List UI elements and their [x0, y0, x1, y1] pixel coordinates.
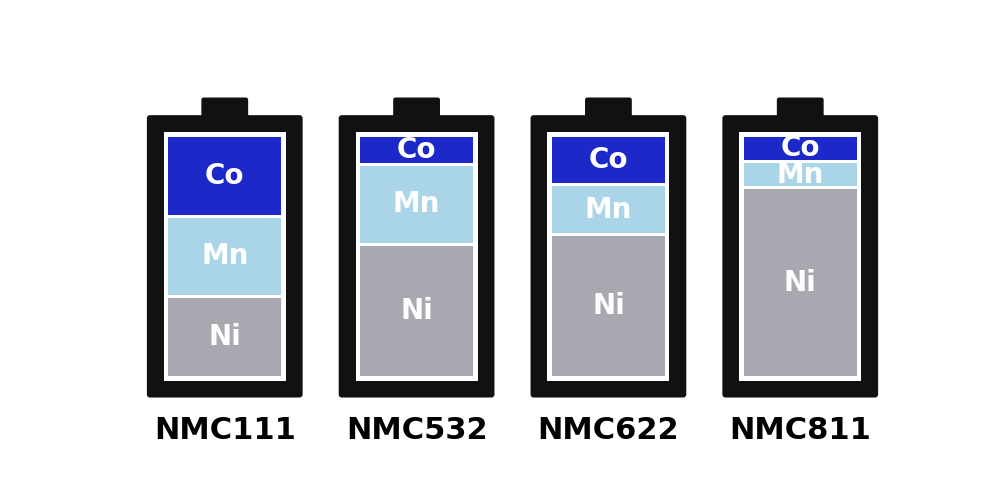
Text: Mn: Mn [777, 160, 824, 188]
Bar [168, 298, 281, 376]
FancyBboxPatch shape [201, 98, 248, 122]
Bar [168, 218, 281, 296]
Text: Co: Co [589, 146, 628, 174]
Bar [360, 136, 473, 162]
Bar [356, 132, 478, 380]
Bar [164, 132, 286, 380]
Bar [360, 246, 473, 376]
Text: NMC532: NMC532 [346, 416, 487, 445]
Text: Co: Co [397, 136, 436, 164]
Text: Mn: Mn [393, 190, 440, 218]
Bar [552, 186, 665, 233]
Bar [744, 163, 857, 186]
Bar [168, 137, 281, 214]
Text: Co: Co [780, 134, 820, 162]
Text: Co: Co [205, 162, 245, 190]
Bar [552, 236, 665, 376]
Text: NMC111: NMC111 [154, 416, 296, 445]
FancyBboxPatch shape [585, 98, 632, 122]
FancyBboxPatch shape [147, 115, 303, 398]
FancyBboxPatch shape [339, 115, 494, 398]
Bar [360, 166, 473, 244]
Text: NMC811: NMC811 [729, 416, 871, 445]
Text: Ni: Ni [784, 268, 817, 296]
Text: Ni: Ni [400, 297, 433, 325]
FancyBboxPatch shape [531, 115, 686, 398]
FancyBboxPatch shape [393, 98, 440, 122]
FancyBboxPatch shape [777, 98, 824, 122]
Bar [739, 132, 861, 380]
Bar [547, 132, 669, 380]
Bar [744, 136, 857, 160]
Text: Ni: Ni [208, 323, 241, 351]
Text: Mn: Mn [585, 196, 632, 224]
Text: Mn: Mn [201, 242, 248, 270]
Text: Ni: Ni [592, 292, 625, 320]
Bar [744, 190, 857, 376]
Bar [552, 136, 665, 184]
Text: NMC622: NMC622 [538, 416, 679, 445]
FancyBboxPatch shape [722, 115, 878, 398]
